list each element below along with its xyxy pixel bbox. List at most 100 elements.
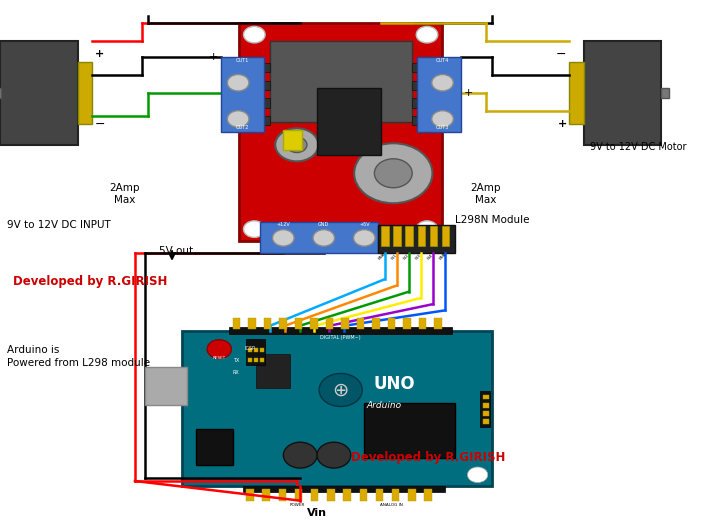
Bar (260, 358, 264, 362)
Bar (583, 42, 661, 145)
Bar (381, 226, 389, 245)
Circle shape (432, 74, 453, 91)
Bar (418, 226, 425, 245)
Bar (483, 411, 489, 416)
Text: TX: TX (233, 358, 239, 363)
Text: RX: RX (233, 370, 240, 375)
Text: +: + (557, 119, 567, 129)
Text: +5V: +5V (359, 222, 370, 227)
Text: Vin: Vin (307, 508, 327, 518)
Bar (246, 339, 265, 365)
Text: Developed by R.GIRISH: Developed by R.GIRISH (13, 276, 168, 289)
Text: ⊕: ⊕ (333, 381, 349, 399)
Text: +12V: +12V (276, 222, 290, 227)
Bar (264, 318, 271, 329)
Bar (480, 391, 490, 427)
Circle shape (313, 230, 335, 246)
Bar (376, 489, 383, 501)
Bar (342, 318, 349, 329)
Bar (483, 395, 489, 399)
Text: +: + (463, 88, 473, 98)
Bar (411, 116, 437, 125)
Bar (569, 62, 583, 124)
Text: OUT4: OUT4 (436, 58, 449, 63)
Bar (233, 318, 240, 329)
Text: POWER: POWER (289, 503, 304, 507)
Bar (77, 62, 92, 124)
Bar (145, 367, 187, 406)
Bar (419, 318, 426, 329)
Text: OUT3: OUT3 (436, 125, 449, 131)
Circle shape (227, 111, 249, 127)
Text: ANALOG IN: ANALOG IN (380, 503, 403, 507)
Bar (364, 404, 456, 458)
Text: OUT2: OUT2 (236, 125, 250, 131)
Bar (182, 331, 493, 486)
Bar (295, 318, 302, 329)
Bar (278, 489, 286, 501)
Circle shape (354, 230, 375, 246)
Circle shape (354, 144, 432, 203)
Bar (393, 226, 401, 245)
Circle shape (227, 74, 249, 91)
Bar (311, 489, 318, 501)
Text: 2Amp
Max: 2Amp Max (110, 183, 140, 205)
Bar (417, 57, 460, 132)
Bar (260, 347, 264, 352)
Text: +: + (209, 52, 218, 62)
Bar (295, 489, 302, 501)
Circle shape (243, 27, 265, 43)
Text: IN4: IN4 (427, 254, 434, 261)
Text: −: − (94, 118, 105, 131)
Text: IN2: IN2 (402, 254, 410, 261)
Bar (254, 358, 259, 362)
Bar (229, 328, 452, 334)
Circle shape (273, 230, 294, 246)
Bar (259, 223, 378, 253)
Bar (279, 318, 287, 329)
Text: Developed by R.GIRISH: Developed by R.GIRISH (351, 451, 505, 464)
Bar (248, 318, 256, 329)
Text: OUT1: OUT1 (236, 58, 250, 63)
Text: +: + (94, 49, 104, 59)
Bar (378, 225, 456, 253)
Bar (221, 57, 264, 132)
Circle shape (432, 111, 453, 127)
Text: 5V out: 5V out (159, 246, 193, 256)
Bar (357, 318, 364, 329)
Bar (325, 318, 333, 329)
Bar (254, 347, 259, 352)
Bar (327, 489, 335, 501)
Bar (310, 318, 318, 329)
Bar (245, 98, 270, 108)
Text: IN1: IN1 (390, 254, 398, 261)
Text: GND: GND (318, 222, 330, 227)
Text: IN3: IN3 (415, 254, 422, 261)
Bar (243, 486, 445, 492)
Text: 9V to 12V DC Motor: 9V to 12V DC Motor (591, 142, 687, 152)
Bar (317, 88, 381, 155)
Text: UNO: UNO (374, 375, 415, 393)
Bar (0, 42, 77, 145)
Bar (245, 81, 270, 90)
Bar (262, 489, 270, 501)
Text: L298N Module: L298N Module (456, 215, 530, 225)
Bar (661, 88, 669, 98)
Bar (359, 489, 367, 501)
Bar (483, 420, 489, 424)
Text: 2Amp
Max: 2Amp Max (470, 183, 501, 205)
Circle shape (416, 27, 438, 43)
Bar (257, 354, 290, 388)
Circle shape (276, 128, 318, 161)
Text: ICSP: ICSP (244, 346, 255, 350)
Text: ENB: ENB (438, 252, 447, 261)
Circle shape (207, 340, 231, 358)
Text: 9V to 12V DC INPUT: 9V to 12V DC INPUT (7, 220, 110, 230)
Bar (404, 318, 411, 329)
Circle shape (319, 373, 362, 407)
Bar (406, 226, 413, 245)
Text: RESET: RESET (212, 356, 226, 360)
Circle shape (416, 221, 438, 238)
Bar (434, 318, 442, 329)
Bar (411, 98, 437, 108)
